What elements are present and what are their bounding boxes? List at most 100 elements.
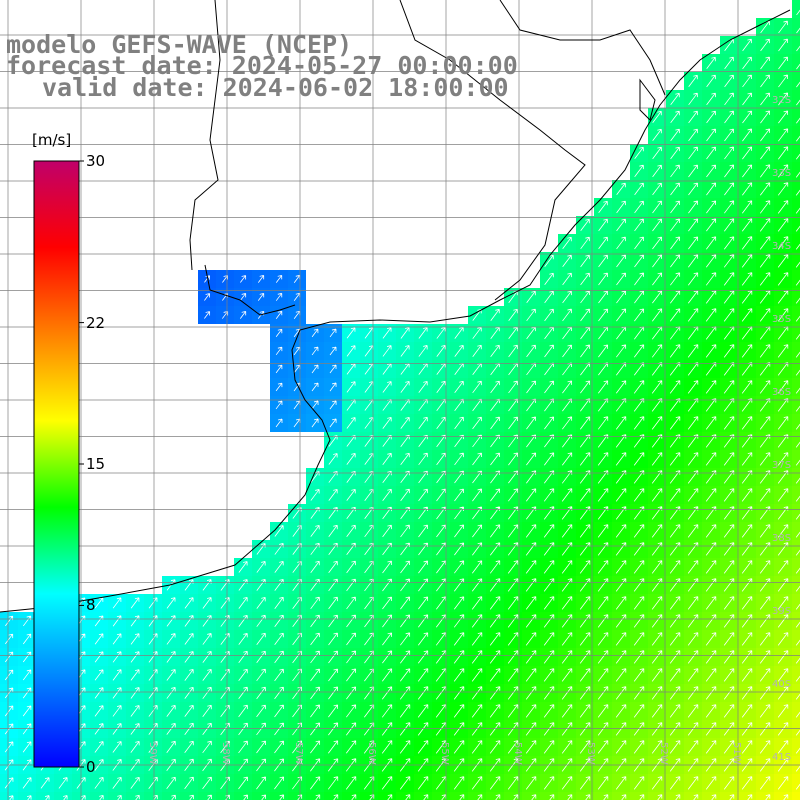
wind-arrow — [256, 614, 266, 627]
wind-arrow — [508, 344, 518, 358]
wind-arrow — [489, 704, 501, 718]
wind-arrow — [634, 146, 644, 160]
wind-arrow — [40, 777, 50, 789]
wind-arrow — [238, 722, 248, 736]
wind-arrow — [471, 704, 483, 718]
wind-arrow — [274, 722, 284, 736]
wind-arrow — [760, 74, 770, 88]
wind-arrow — [579, 578, 591, 592]
latitude-label: 36S — [772, 387, 792, 398]
wind-arrow — [616, 254, 626, 268]
wind-arrow — [507, 686, 519, 700]
wind-arrow — [723, 650, 735, 664]
wind-arrow — [778, 38, 788, 52]
wind-arrow — [759, 398, 771, 412]
wind-arrow — [525, 596, 537, 610]
wind-arrow — [705, 344, 717, 358]
wind-arrow — [274, 650, 284, 664]
wind-arrow — [633, 632, 645, 646]
wind-arrow — [471, 776, 483, 790]
wind-cell — [522, 792, 540, 800]
wind-arrow — [525, 560, 537, 574]
wind-arrow — [759, 650, 771, 664]
wind-arrow — [399, 740, 411, 754]
wind-arrow — [687, 506, 699, 520]
wind-arrow — [742, 182, 753, 196]
wind-arrow — [580, 290, 590, 304]
wind-arrow — [166, 669, 176, 681]
wind-arrow — [561, 560, 573, 574]
wind-arrow — [490, 488, 500, 502]
wind-arrow — [513, 794, 519, 800]
wind-arrow — [687, 668, 699, 682]
wind-arrow — [687, 524, 699, 538]
wind-arrow — [705, 254, 717, 268]
wind-arrow — [657, 794, 663, 800]
wind-arrow — [490, 308, 500, 321]
wind-cell — [36, 792, 54, 800]
wind-arrow — [472, 452, 482, 466]
wind-arrow — [382, 327, 392, 339]
wind-arrow — [778, 56, 788, 70]
wind-arrow — [328, 542, 338, 555]
wind-arrow — [633, 614, 645, 628]
wind-arrow — [311, 328, 319, 338]
wind-arrow — [454, 434, 464, 448]
wind-arrow — [579, 704, 591, 718]
wind-cell — [378, 792, 396, 800]
wind-cell — [630, 792, 648, 800]
wind-arrow — [453, 740, 465, 754]
coastline-north — [0, 9, 791, 613]
wind-arrow — [777, 776, 789, 790]
wind-cell — [432, 792, 450, 800]
wind-cell — [792, 270, 800, 288]
wind-arrow — [688, 254, 699, 268]
wind-arrow — [669, 452, 681, 466]
wind-arrow — [525, 686, 537, 700]
wind-arrow — [634, 254, 644, 268]
wind-arrow — [741, 380, 753, 394]
wind-arrow — [747, 794, 753, 800]
wind-arrow — [490, 416, 500, 430]
wind-arrow — [275, 274, 283, 283]
wind-arrow — [795, 585, 800, 592]
wind-arrow — [561, 632, 573, 646]
wind-arrow — [705, 704, 717, 718]
wind-arrow — [471, 668, 483, 682]
wind-arrow — [651, 398, 663, 412]
wind-arrow — [706, 74, 716, 88]
wind-arrow — [669, 398, 681, 412]
wind-arrow — [795, 243, 800, 250]
wind-arrow — [94, 723, 104, 735]
wind-arrow — [400, 632, 411, 646]
wind-arrow — [471, 632, 483, 646]
wind-arrow — [723, 578, 735, 592]
wind-arrow — [310, 542, 320, 555]
wind-arrow — [311, 400, 319, 410]
wind-arrow — [670, 236, 680, 250]
wind-arrow — [238, 632, 248, 645]
wind-cell — [792, 612, 800, 630]
wind-arrow — [724, 182, 735, 196]
wind-arrow — [795, 351, 800, 358]
wind-arrow — [778, 110, 789, 124]
wind-arrow — [597, 722, 609, 736]
wind-arrow — [669, 524, 681, 538]
wind-arrow — [670, 218, 680, 232]
wind-arrow — [579, 686, 591, 700]
wind-arrow — [759, 218, 771, 232]
wind-arrow — [795, 765, 800, 772]
wind-arrow — [687, 632, 699, 646]
wind-arrow — [329, 400, 337, 410]
wind-arrow — [508, 308, 518, 321]
wind-arrow — [723, 704, 735, 718]
wind-arrow — [166, 687, 176, 699]
wind-arrow — [94, 597, 104, 609]
wind-arrow — [436, 560, 446, 574]
wind-arrow — [741, 488, 753, 502]
wind-arrow — [598, 290, 608, 304]
colorbar-tick-label: 15 — [86, 455, 106, 473]
wind-arrow — [543, 578, 555, 592]
wind-arrow — [382, 560, 392, 574]
wind-arrow — [598, 254, 608, 268]
